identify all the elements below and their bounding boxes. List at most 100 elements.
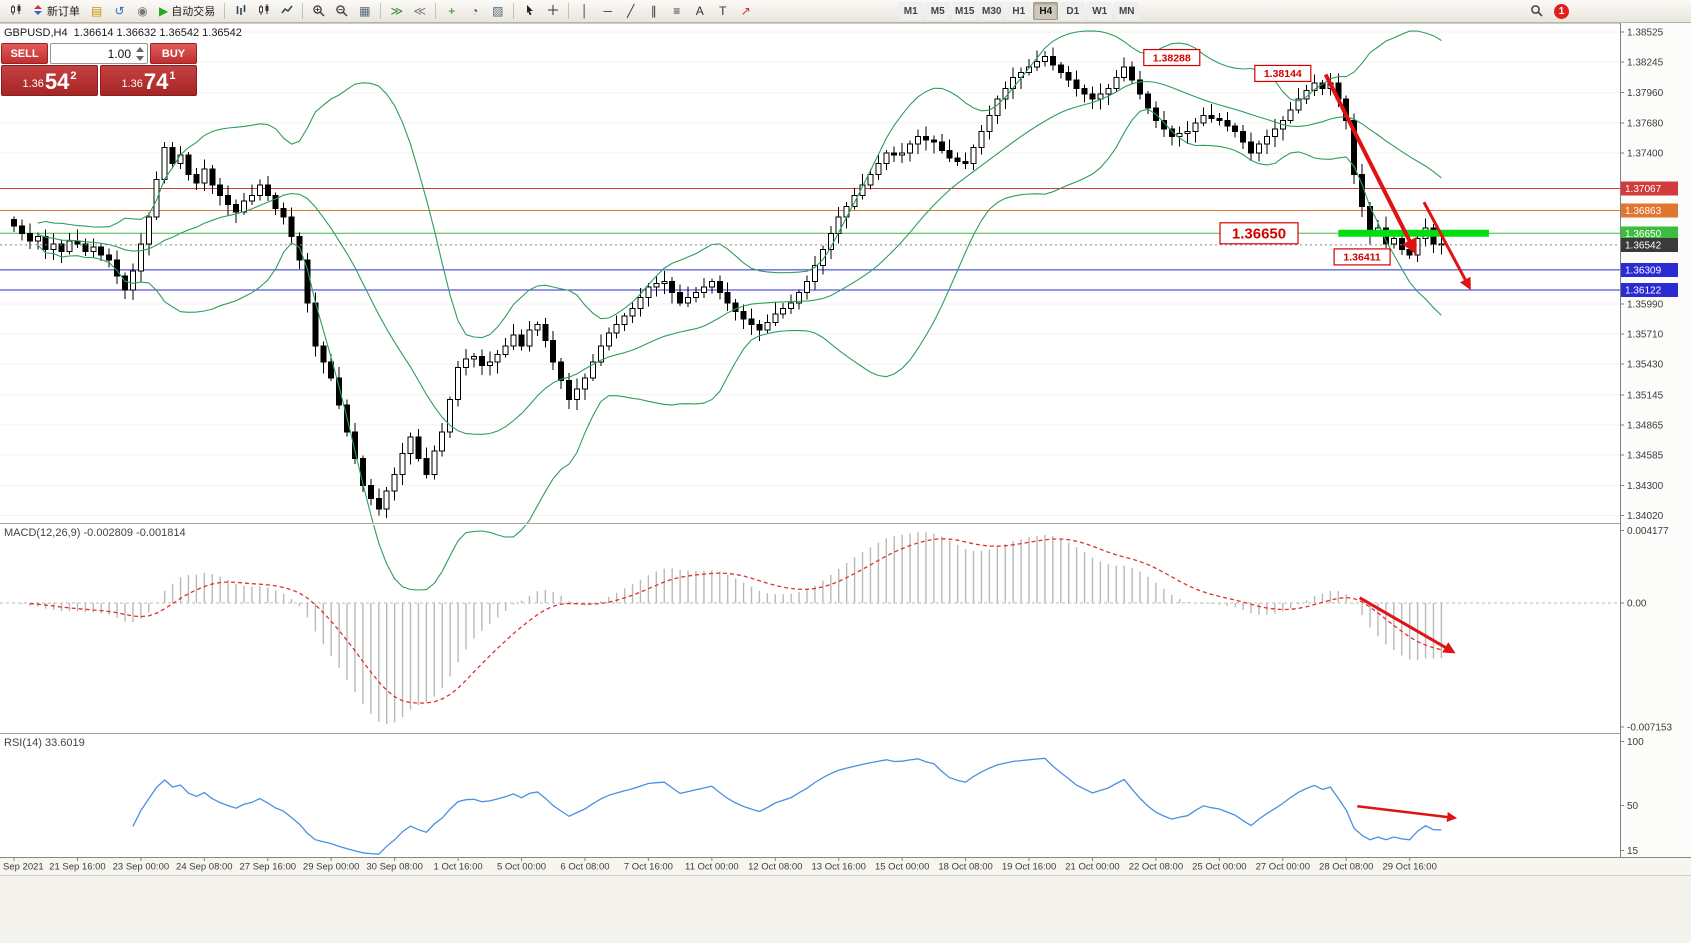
templates-button[interactable]: ▨ xyxy=(487,2,508,21)
svg-text:1.38245: 1.38245 xyxy=(1627,58,1664,69)
svg-text:28 Oct 08:00: 28 Oct 08:00 xyxy=(1319,862,1373,873)
tile-windows-button[interactable]: ▦ xyxy=(354,2,375,21)
one-click-trading-panel: SELL 1.00 BUY 1.36 54 2 1.36 74 1 xyxy=(1,43,197,96)
crosshair-button[interactable] xyxy=(542,2,563,21)
toolbar-separator xyxy=(513,3,515,19)
new-chart-button[interactable] xyxy=(5,2,26,21)
svg-text:1.34020: 1.34020 xyxy=(1627,511,1664,522)
svg-text:1.37400: 1.37400 xyxy=(1627,148,1664,159)
svg-text:1.35430: 1.35430 xyxy=(1627,360,1664,371)
new-order-button[interactable]: 新订单 xyxy=(28,2,84,21)
one-click-price-row: 1.36 54 2 1.36 74 1 xyxy=(1,65,197,96)
toolbar-left-group: 新订单 ▤ ↺ ◉ ▶ 自动交易 ▦ ≫ ≪ + ◔ ▨ │ ─ ╱ ∥ ≡ A T ↗ M1 M5 M15 M30 H1 H4 D… xyxy=(4,0,1140,22)
rsi-value: 33.6019 xyxy=(44,737,85,749)
refresh-button[interactable]: ↺ xyxy=(109,2,130,21)
volume-up-icon[interactable] xyxy=(135,47,144,52)
svg-text:1.38144: 1.38144 xyxy=(1264,68,1302,80)
svg-text:100: 100 xyxy=(1627,737,1644,748)
fibonacci-button[interactable]: ≡ xyxy=(666,2,687,21)
timeframe-h4[interactable]: H4 xyxy=(1033,2,1059,20)
price-annotation[interactable]: 1.38288 xyxy=(1143,48,1201,67)
toolbar-separator xyxy=(302,3,304,19)
line-chart-button[interactable] xyxy=(276,2,297,21)
search-icon xyxy=(1530,4,1543,19)
line-chart-icon xyxy=(281,4,293,18)
timeframe-h1[interactable]: H1 xyxy=(1006,2,1032,20)
price-annotation[interactable]: 1.36650 xyxy=(1219,222,1299,245)
search-button[interactable] xyxy=(1526,2,1547,21)
toolbar: 新订单 ▤ ↺ ◉ ▶ 自动交易 ▦ ≫ ≪ + ◔ ▨ │ ─ ╱ ∥ ≡ A T ↗ M1 M5 M15 M30 H1 H4 D… xyxy=(0,0,1691,23)
zoom-in-button[interactable] xyxy=(308,2,329,21)
svg-text:21 Sep 16:00: 21 Sep 16:00 xyxy=(49,862,106,873)
svg-text:24 Sep 08:00: 24 Sep 08:00 xyxy=(176,862,233,873)
timeframe-mn[interactable]: MN xyxy=(1114,2,1140,20)
candlestick-chart-button[interactable] xyxy=(253,2,274,21)
svg-text:1.35990: 1.35990 xyxy=(1627,300,1664,311)
macd-arrow xyxy=(1358,596,1456,654)
svg-text:30 Sep 08:00: 30 Sep 08:00 xyxy=(366,862,423,873)
sell-price[interactable]: 1.36 54 2 xyxy=(1,65,98,96)
arrows-icon: ↗ xyxy=(740,4,751,18)
cursor-button[interactable] xyxy=(519,2,540,21)
timeframe-w1[interactable]: W1 xyxy=(1087,2,1113,20)
bar-chart-button[interactable] xyxy=(230,2,251,21)
timeframe-d1[interactable]: D1 xyxy=(1060,2,1086,20)
rsi-line xyxy=(132,757,1442,855)
horizontal-line-button[interactable]: ─ xyxy=(597,2,618,21)
trendline-button[interactable]: ╱ xyxy=(620,2,641,21)
periods-button[interactable]: ◔ xyxy=(464,2,485,21)
buy-price[interactable]: 1.36 74 1 xyxy=(100,65,197,96)
timeframe-m1[interactable]: M1 xyxy=(898,2,924,20)
axis-current-price-label: 1.36542 xyxy=(1621,237,1678,252)
trend-arrow xyxy=(1323,73,1417,255)
indicators-icon: + xyxy=(448,4,456,18)
autotrading-button[interactable]: ▶ 自动交易 xyxy=(155,2,219,21)
timeframe-m30[interactable]: M30 xyxy=(979,2,1005,20)
volume-input[interactable]: 1.00 xyxy=(50,43,148,64)
svg-text:15 Oct 00:00: 15 Oct 00:00 xyxy=(875,862,929,873)
timeframe-m5[interactable]: M5 xyxy=(925,2,951,20)
time-axis[interactable]: Sep 2021 21 Sep 16:00 23 Sep 00:00 24 Sep 0… xyxy=(0,857,1691,875)
label-button[interactable]: T xyxy=(712,2,733,21)
deposit-withdraw-button[interactable]: ▤ xyxy=(86,2,107,21)
buy-price-big: 74 xyxy=(143,69,169,94)
sell-price-prefix: 1.36 xyxy=(22,78,44,90)
channel-button[interactable]: ∥ xyxy=(643,2,664,21)
chart-shift-button[interactable]: ≪ xyxy=(409,2,430,21)
axis-level-label: 1.36309 xyxy=(1621,262,1678,277)
zoom-out-button[interactable] xyxy=(331,2,352,21)
volume-spinner[interactable] xyxy=(134,45,145,62)
macd-label: MACD(12,26,9) -0.002809 -0.001814 xyxy=(4,527,186,539)
trendline-icon: ╱ xyxy=(627,4,635,18)
axis-level-label: 1.36122 xyxy=(1621,282,1678,297)
grid xyxy=(0,31,1620,516)
svg-text:1.36122: 1.36122 xyxy=(1625,285,1662,296)
pane-separators[interactable] xyxy=(0,23,1691,735)
notifications-badge[interactable]: 1 xyxy=(1554,3,1569,19)
price-annotation[interactable]: 1.38144 xyxy=(1254,64,1312,83)
arrows-button[interactable]: ↗ xyxy=(735,2,756,21)
svg-text:21 Oct 00:00: 21 Oct 00:00 xyxy=(1065,862,1119,873)
price-annotation[interactable]: 1.36411 xyxy=(1333,248,1391,266)
annotations[interactable]: 1.38288 1.38144 1.36650 1.36411 xyxy=(1143,48,1489,291)
sell-price-pip: 2 xyxy=(70,70,77,82)
indicators-button[interactable]: + xyxy=(441,2,462,21)
svg-text:1.36650: 1.36650 xyxy=(1232,226,1286,243)
candles xyxy=(11,47,1445,518)
zoom-in-icon xyxy=(312,4,325,19)
price-axis[interactable]: 1.38525 1.38245 1.37960 1.37680 1.37400 1.359… xyxy=(1620,23,1691,875)
volume-down-icon[interactable] xyxy=(135,56,144,61)
sell-price-big: 54 xyxy=(44,69,70,94)
macd-title: MACD(12,26,9) xyxy=(4,527,81,539)
auto-scroll-button[interactable]: ≫ xyxy=(386,2,407,21)
community-button[interactable]: ◉ xyxy=(132,2,153,21)
toolbar-right-group: 1 xyxy=(1525,0,1569,22)
vertical-line-button[interactable]: │ xyxy=(574,2,595,21)
timeframe-m15[interactable]: M15 xyxy=(952,2,978,20)
sell-button[interactable]: SELL xyxy=(1,43,48,64)
buy-button[interactable]: BUY xyxy=(150,43,197,64)
text-button[interactable]: A xyxy=(689,2,710,21)
chart-shift-icon: ≪ xyxy=(413,4,427,18)
